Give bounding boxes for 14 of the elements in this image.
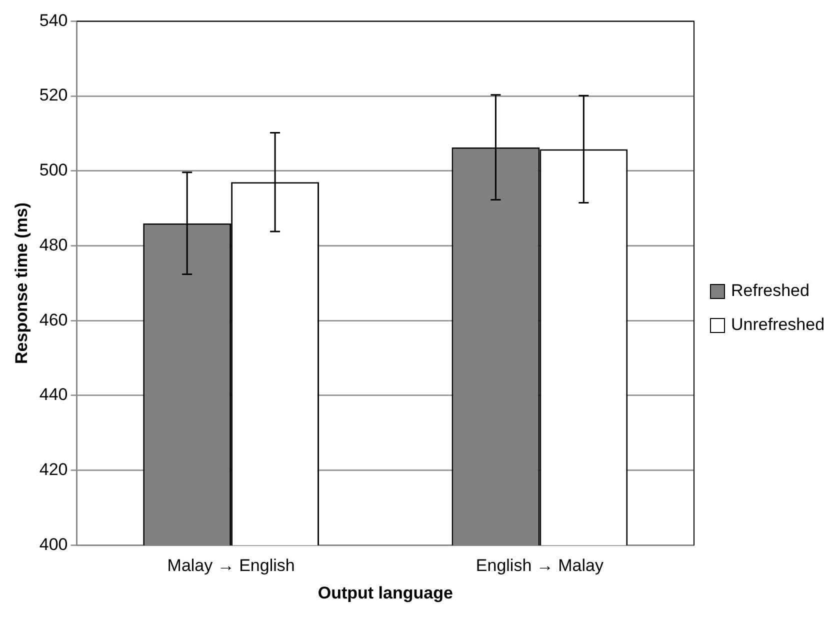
y-tick-label: 520 [39, 86, 68, 105]
x-axis-title: Output language [318, 583, 453, 602]
legend-label: Refreshed [731, 281, 810, 301]
y-axis-title: Response time (ms) [12, 202, 31, 364]
y-tick-label: 460 [39, 310, 68, 330]
x-tick-label: Malay → English [167, 556, 295, 576]
y-tick-label: 400 [39, 534, 68, 554]
text: Unrefreshed [731, 315, 825, 335]
x-tick-label: English → Malay [476, 556, 604, 576]
y-tick-label: 500 [39, 160, 68, 180]
y-tick-label: 440 [39, 385, 68, 404]
y-tick-label: 480 [39, 235, 68, 254]
y-tick-label: 540 [39, 10, 68, 30]
y-tick-label: 420 [39, 460, 68, 480]
